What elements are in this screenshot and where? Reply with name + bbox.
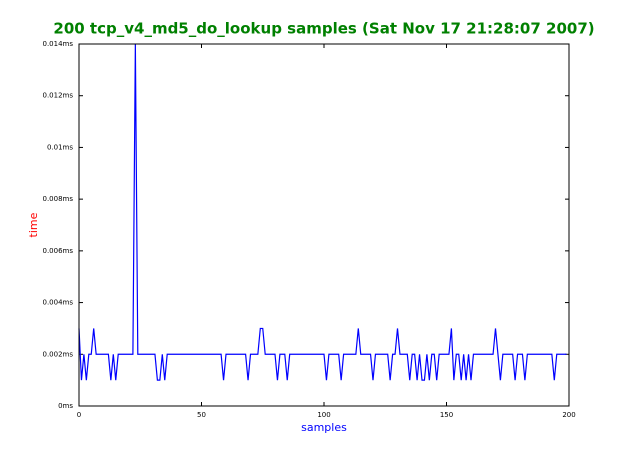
y-tick-label: 0.004ms	[42, 299, 73, 307]
y-tick-label: 0.014ms	[42, 40, 73, 48]
y-tick-label: 0.006ms	[42, 247, 73, 255]
x-tick-label: 0	[77, 411, 81, 419]
chart-title: 200 tcp_v4_md5_do_lookup samples (Sat No…	[53, 20, 594, 38]
x-tick-label: 200	[562, 411, 575, 419]
data-line	[78, 43, 567, 381]
y-tick-label: 0.008ms	[42, 195, 73, 203]
y-tick-label: 0.01ms	[47, 143, 73, 151]
y-tick-label: 0ms	[58, 402, 73, 410]
y-tick-label: 0.002ms	[42, 350, 73, 358]
x-tick-label: 100	[317, 411, 330, 419]
y-tick-label: 0.012ms	[42, 92, 73, 100]
y-axis-label: time	[27, 212, 40, 237]
x-tick-label: 50	[197, 411, 206, 419]
plot-frame	[78, 43, 570, 407]
x-tick-label: 150	[440, 411, 453, 419]
x-axis-label: samples	[301, 421, 347, 434]
